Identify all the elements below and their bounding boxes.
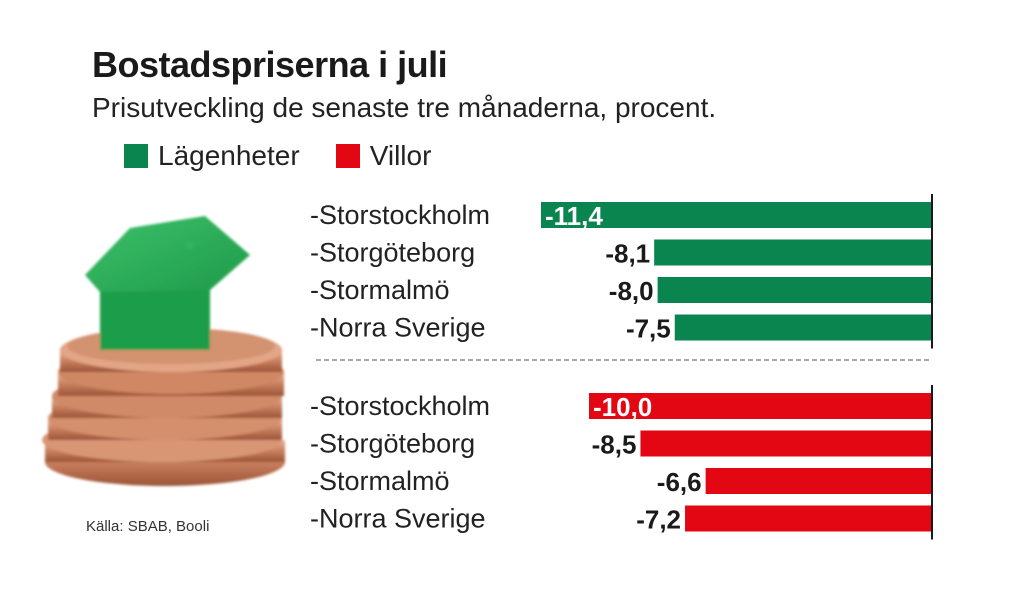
bar-lägenheter-3 <box>674 314 932 341</box>
value-label: -6,6 <box>657 467 702 497</box>
value-label: -7,2 <box>636 505 681 535</box>
category-label: -Stormalmö <box>310 466 450 496</box>
bar-lägenheter-1 <box>654 239 932 266</box>
category-label: -Storgöteborg <box>310 429 475 459</box>
legend-label-villor: Villor <box>369 140 432 171</box>
value-label: -8,0 <box>609 276 654 306</box>
category-label: -Storstockholm <box>310 391 490 421</box>
category-label: -Storgöteborg <box>310 238 475 268</box>
bar-villor-2 <box>705 468 932 494</box>
value-label: -11,4 <box>545 201 603 231</box>
legend-item-lagenheter: Lägenheter <box>124 140 300 172</box>
chart-title: Bostadspriserna i juli <box>92 44 448 85</box>
bar-villor-3 <box>685 505 932 532</box>
value-label: -7,5 <box>626 314 671 344</box>
bar-lägenheter-0 <box>540 202 932 228</box>
house-on-coins-photo <box>42 216 285 486</box>
category-label: -Norra Sverige <box>310 504 486 534</box>
value-label: -8,1 <box>605 239 650 269</box>
value-label: -10,0 <box>593 392 652 422</box>
bar-lägenheter-2 <box>657 277 932 303</box>
category-label: -Storstockholm <box>310 200 490 230</box>
legend-swatch-lagenheter <box>124 144 148 168</box>
category-label: -Norra Sverige <box>310 313 486 343</box>
legend: Lägenheter Villor <box>124 140 467 172</box>
category-label: -Stormalmö <box>310 275 450 305</box>
bar-villor-0 <box>589 393 932 419</box>
legend-label-lagenheter: Lägenheter <box>158 140 300 171</box>
legend-item-villor: Villor <box>335 140 432 172</box>
source-note: Källa: SBAB, Booli <box>86 518 210 535</box>
value-label: -8,5 <box>592 430 637 460</box>
bar-villor-1 <box>640 430 932 457</box>
legend-swatch-villor <box>335 144 360 168</box>
chart-subtitle: Prisutveckling de senaste tre månaderna,… <box>92 92 717 123</box>
